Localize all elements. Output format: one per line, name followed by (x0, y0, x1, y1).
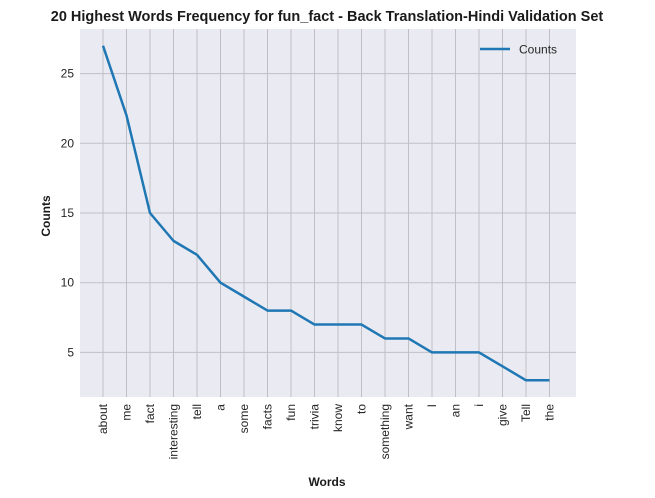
x-tick-label: some (237, 404, 251, 434)
x-axis-label: Words (308, 475, 345, 489)
x-tick-label: a (214, 404, 228, 411)
series-line (101, 45, 550, 382)
y-axis-label: Counts (39, 195, 53, 237)
y-tick-label: 5 (67, 345, 74, 359)
chart-title: 20 Highest Words Frequency for fun_fact … (51, 9, 604, 25)
x-tick-label: know (331, 404, 345, 432)
x-tick-label: give (496, 404, 510, 426)
y-tick-label: 10 (61, 276, 75, 290)
y-tick-label: 20 (61, 136, 75, 150)
x-tick-label: i (472, 404, 486, 407)
x-tick-label: interesting (167, 404, 181, 459)
x-tick-label: the (543, 404, 557, 421)
x-tick-label: something (378, 404, 392, 459)
legend-label: Counts (519, 43, 557, 57)
x-tick-label: trivia (308, 404, 322, 430)
x-tick-label: facts (261, 404, 275, 429)
x-tick-label: to (355, 404, 369, 414)
x-tick-label: fact (143, 403, 157, 423)
grid (80, 29, 576, 397)
y-axis: 5 10 15 20 25 (61, 67, 75, 360)
x-tick-label: an (449, 404, 463, 417)
y-tick-label: 15 (61, 206, 75, 220)
x-tick-label: want (402, 403, 416, 430)
x-axis: about me fact interesting tell a some facts fun t… (96, 403, 557, 459)
x-tick-label: Tell (519, 404, 533, 422)
x-tick-label: me (120, 404, 134, 421)
x-tick-label: fun (284, 404, 298, 421)
series-layer (101, 45, 550, 382)
y-tick-label: 25 (61, 67, 75, 81)
x-tick-label: about (96, 403, 110, 434)
x-tick-label: I (425, 404, 439, 407)
x-tick-label: tell (190, 404, 204, 419)
legend: Counts (480, 43, 557, 57)
